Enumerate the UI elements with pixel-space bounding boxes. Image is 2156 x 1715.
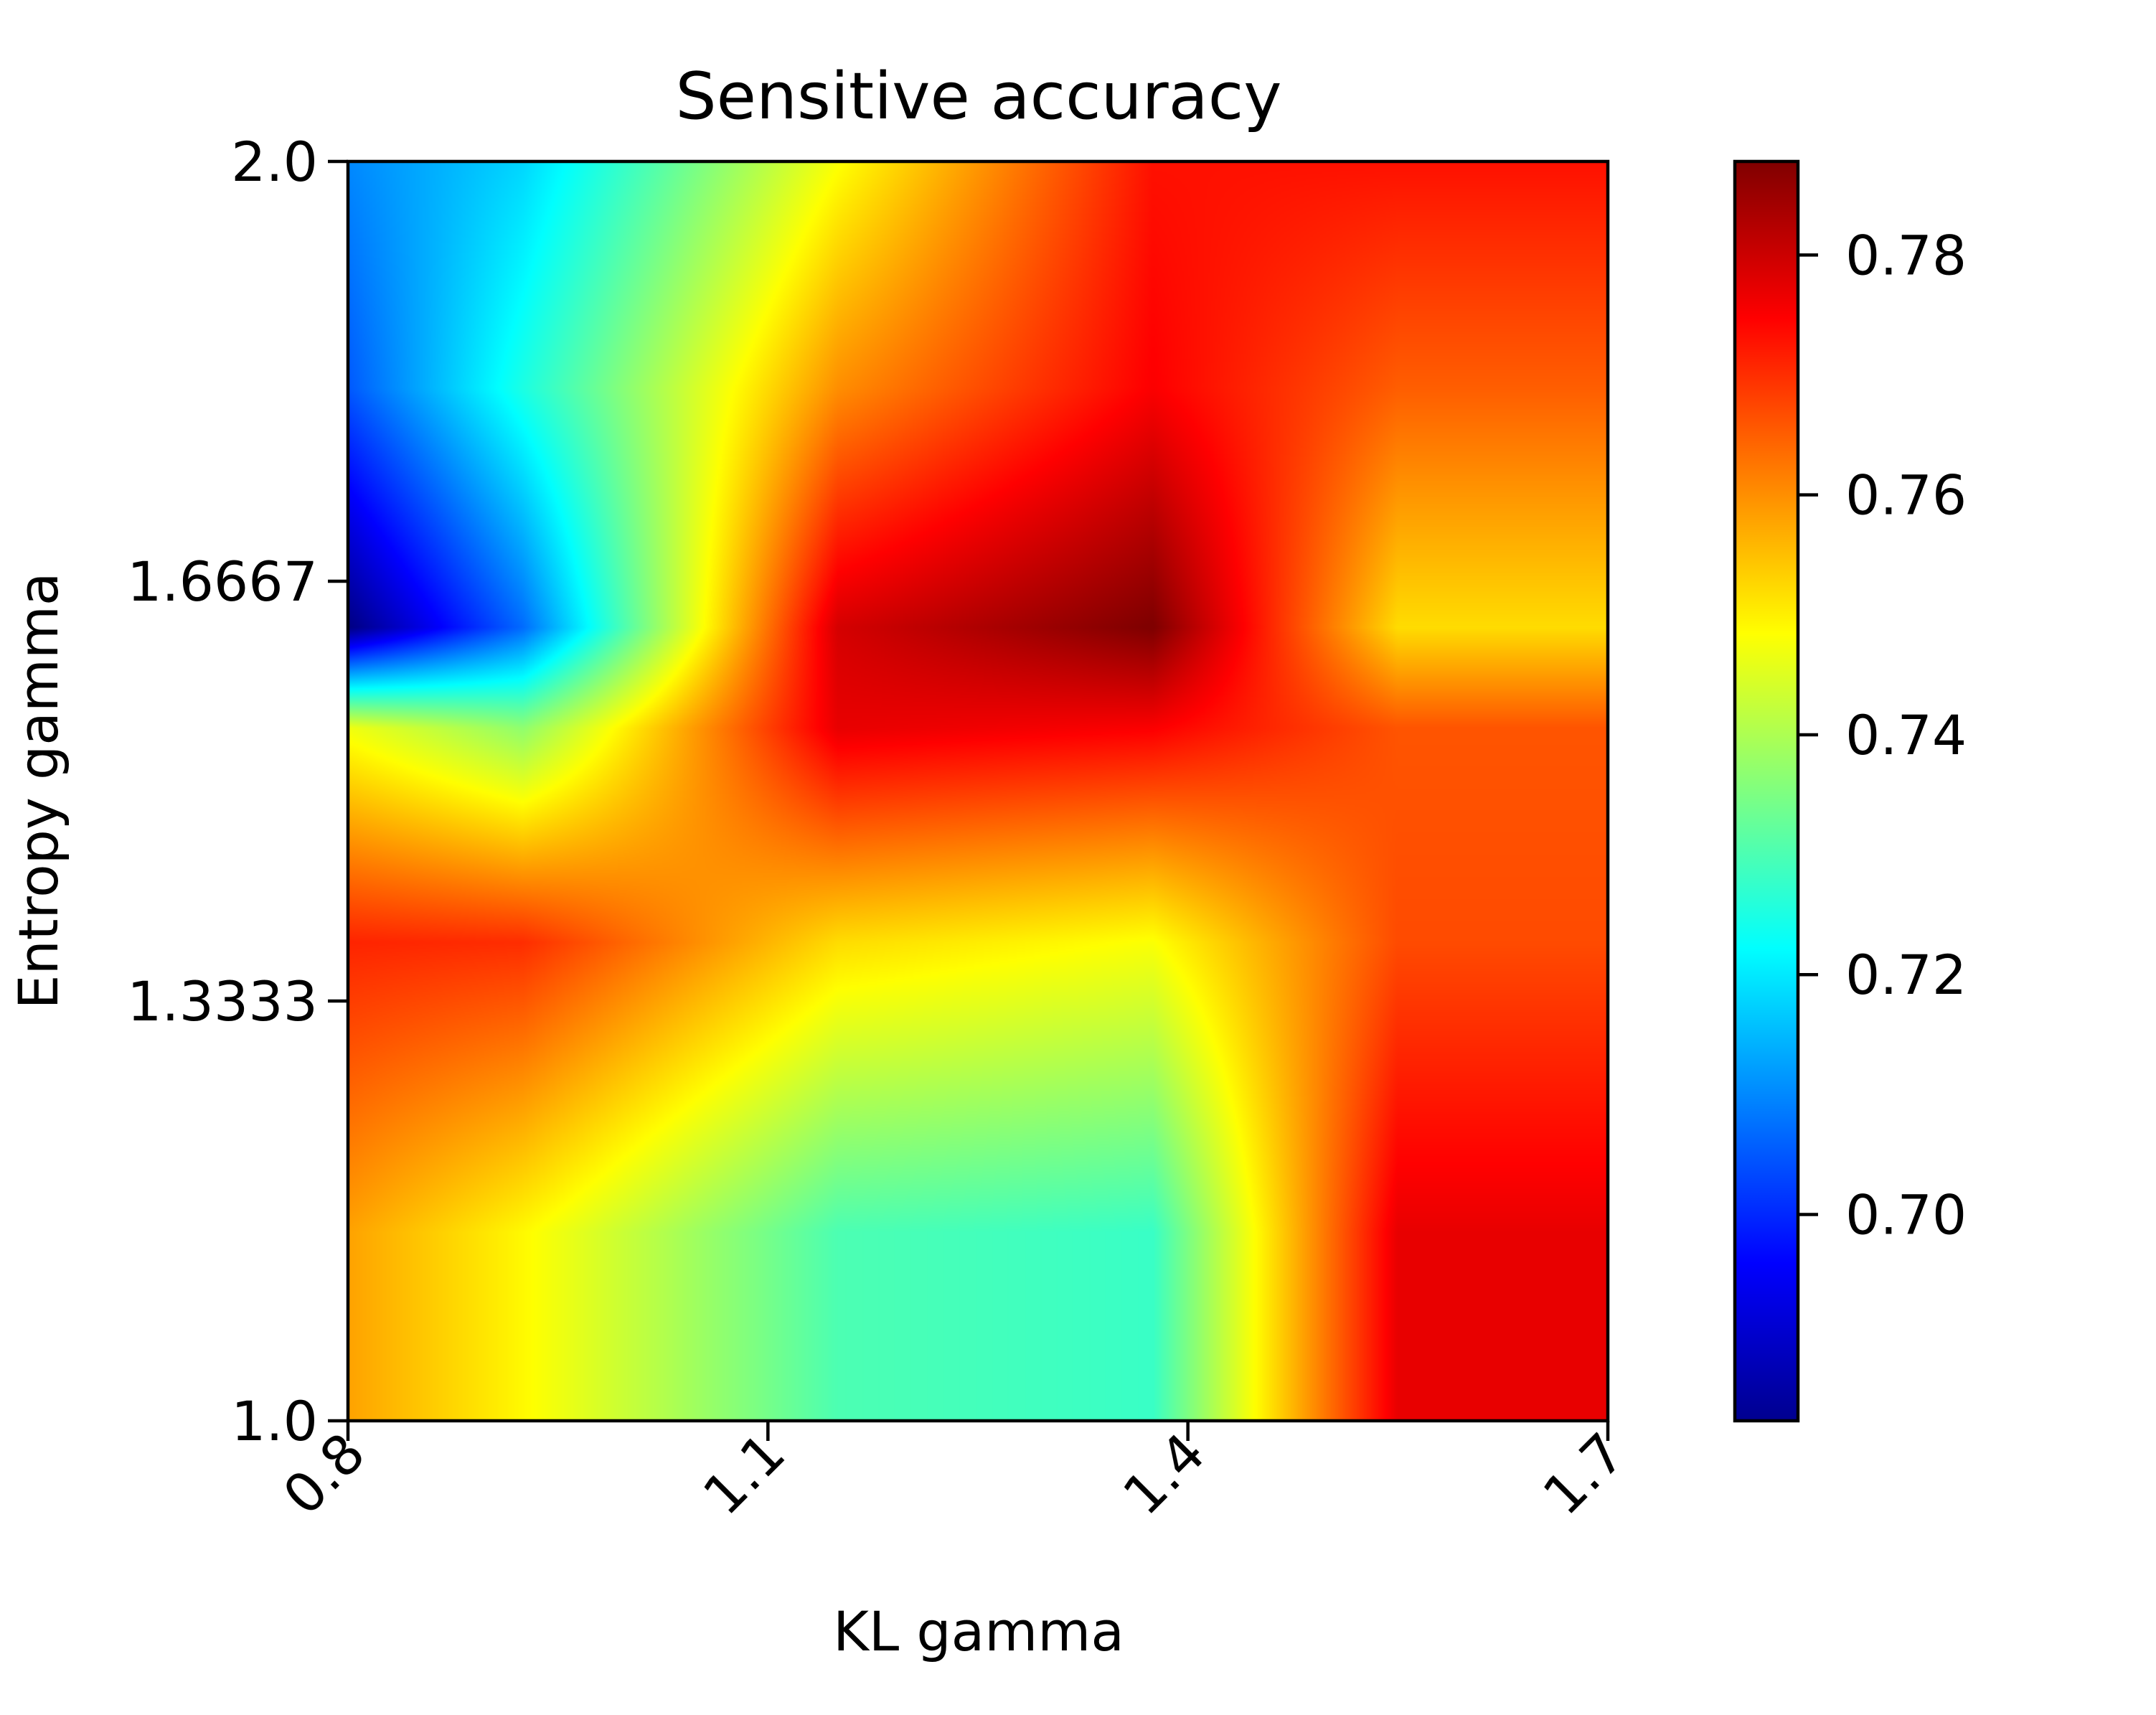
y-tick-label: 2.0 [231,130,318,194]
y-axis-label: Entropy gamma [6,573,70,1010]
heatmap-image [348,161,1608,1421]
heatmap-plot-area [346,159,1610,1423]
colorbar-gradient [1735,161,1798,1421]
y-axis: 1.0 1.3333 1.6667 2.0 [127,130,348,1453]
plot-frame [346,159,1610,1423]
colorbar-tick-label: 0.74 [1845,703,1967,767]
colorbar-tick-label: 0.70 [1845,1183,1967,1247]
y-tick-label: 1.3333 [127,969,318,1033]
x-axis-label: KL gamma [833,1599,1124,1663]
colorbar-ticks: 0.70 0.72 0.74 0.76 0.78 [1798,223,1967,1247]
colorbar: 0.70 0.72 0.74 0.76 0.78 [1733,159,1967,1423]
y-tick-label: 1.6667 [127,550,318,614]
colorbar-frame [1733,159,1800,1423]
colorbar-tick-label: 0.78 [1845,223,1967,287]
colorbar-tick-label: 0.76 [1845,464,1967,527]
y-tick-label: 1.0 [231,1389,318,1453]
colorbar-tick-label: 0.72 [1845,943,1967,1007]
chart-title: Sensitive accuracy [675,59,1281,134]
